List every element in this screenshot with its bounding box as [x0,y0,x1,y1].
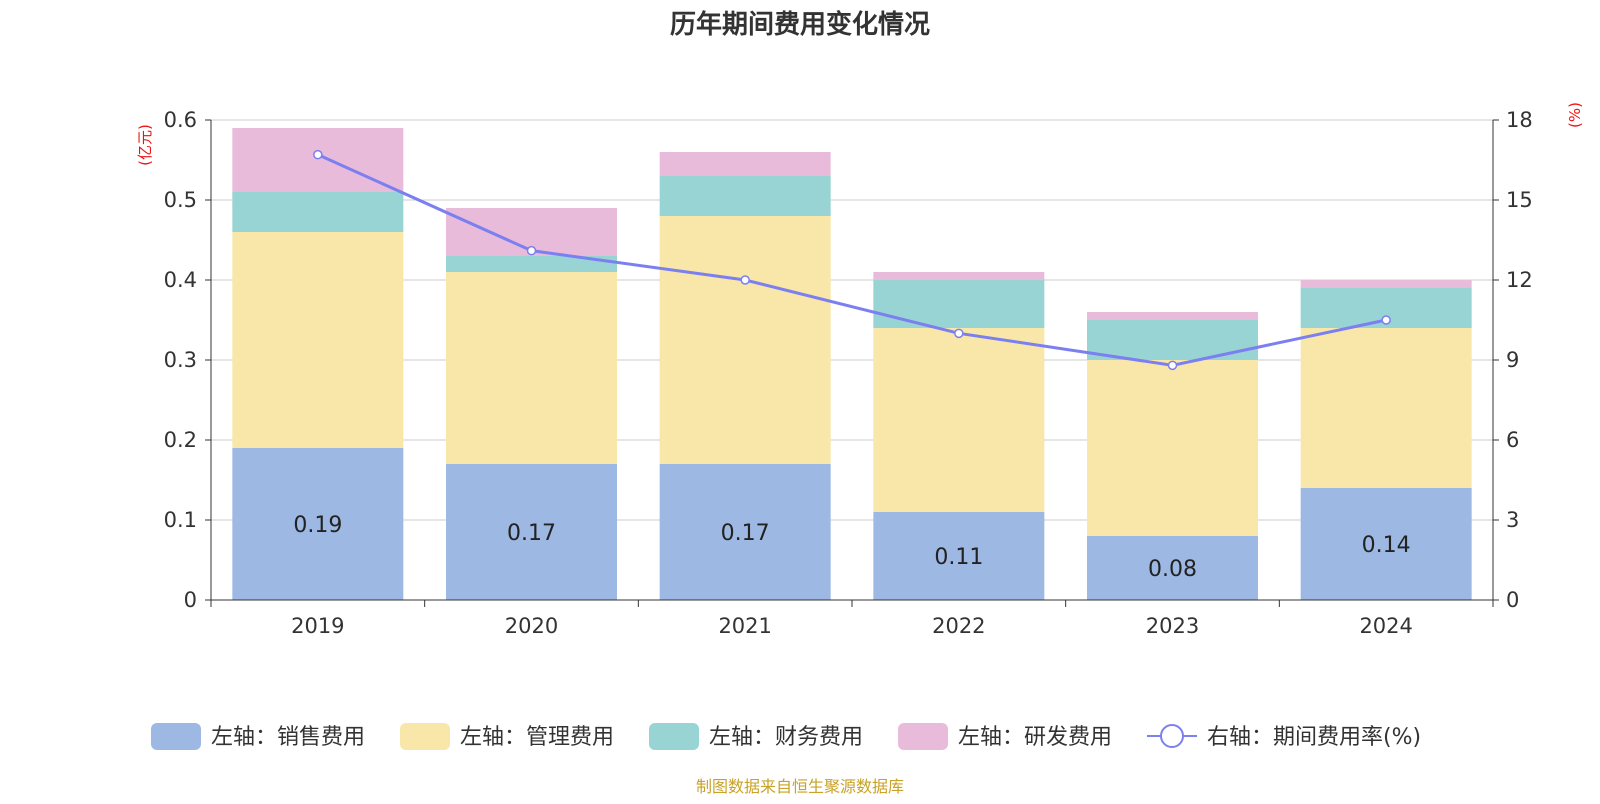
legend-swatch [649,723,699,750]
bar-segment [446,256,617,272]
line-point [1167,360,1178,371]
right-axis-tick-label: 12 [1506,268,1533,292]
bar-data-label: 0.11 [934,545,983,570]
line-point [1381,315,1391,325]
bar-data-label: 0.17 [721,521,770,546]
bar-segment [873,280,1045,328]
line-point [740,275,750,285]
x-axis-tick-label: 2022 [932,614,985,638]
line-point [526,245,537,256]
x-axis-tick-label: 2024 [1359,614,1412,638]
bar-labels-group: 0.19 0.17 0.17 0.11 0.08 0.14 [293,513,1410,582]
line-series-group [313,149,1391,371]
right-axis-tick-label: 3 [1506,508,1519,532]
left-axis-tick-label: 0.5 [164,188,197,212]
left-axis-tick-label: 0.4 [164,268,197,292]
bar-segment [1300,328,1472,488]
grid-lines [211,119,1493,521]
right-axis-tick-label: 6 [1506,428,1519,452]
data-source-note: 制图数据来自恒生聚源数据库 [696,777,904,796]
left-axis-tick-label: 0.1 [164,508,197,532]
legend-label: 左轴：销售费用 [211,725,365,750]
bar-segment [659,464,831,600]
right-axis-tick-label: 0 [1506,588,1519,612]
x-axis-tick-label: 2019 [291,614,344,638]
bar-segment [1300,280,1472,288]
bar-segment [659,152,831,176]
line-point [954,328,964,339]
bar-data-label: 0.14 [1362,533,1411,558]
bar-segment [1087,536,1258,600]
chart-title: 历年期间费用变化情况 [670,9,930,40]
bar-segment [232,232,404,448]
bar-data-label: 0.17 [507,521,556,546]
bar-segment [446,272,617,464]
line-series-path [317,153,1387,367]
bar-segment [1087,360,1258,536]
legend-swatch [151,723,201,750]
legend: 左轴：销售费用 左轴：管理费用 左轴：财务费用 左轴：研发费用 右轴：期间费用率(%) [151,723,1421,750]
legend-label: 左轴：财务费用 [709,725,863,750]
x-axis-tick-label: 2020 [505,614,558,638]
right-axis-tick-label: 15 [1506,188,1533,212]
right-axis-tick-label: 9 [1506,348,1519,372]
legend-swatch [400,723,450,750]
bar-segment [232,192,404,232]
left-axis-tick-label: 0.6 [164,108,197,132]
bar-segment [232,448,404,600]
bars-group [232,128,1472,600]
bar-segment [446,464,617,600]
bar-segment [659,176,831,216]
bar-data-label: 0.08 [1148,557,1197,582]
bar-segment [1087,312,1258,320]
bar-segment [873,272,1045,280]
bar-segment [873,512,1045,600]
bar-data-label: 0.19 [293,513,342,538]
right-axis-tick-label: 18 [1506,108,1533,132]
left-axis-tick-label: 0.2 [164,428,197,452]
x-axis-tick-label: 2023 [1146,614,1199,638]
legend-swatch [898,723,948,750]
left-axis-unit: (亿元) [136,124,154,166]
legend-line-marker [1160,724,1184,748]
axes-group: 0 0.1 0.2 0.3 0.4 0.5 0.6 0 3 6 9 12 15 18 2019 2020 202… [164,108,1533,638]
legend-label: 右轴：期间费用率(%) [1207,725,1421,750]
line-point [313,149,323,160]
x-axis-tick-label: 2021 [718,614,771,638]
bar-segment [873,328,1045,512]
left-axis-tick-label: 0.3 [164,348,197,372]
bar-segment [1300,488,1472,600]
left-axis-tick-label: 0 [184,588,197,612]
legend-label: 左轴：研发费用 [958,725,1112,750]
right-axis-unit: (%) [1566,102,1584,128]
bar-segment [659,216,831,464]
legend-label: 左轴：管理费用 [460,725,614,750]
